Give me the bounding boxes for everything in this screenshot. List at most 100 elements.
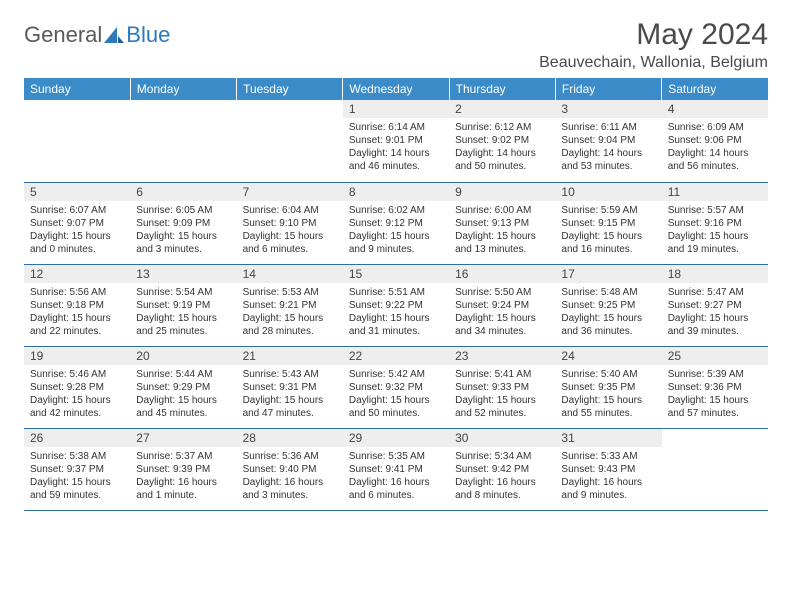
sunset-text: Sunset: 9:41 PM — [349, 463, 443, 476]
daylight-text: Daylight: 14 hours and 53 minutes. — [561, 147, 655, 173]
calendar-cell: 23Sunrise: 5:41 AMSunset: 9:33 PMDayligh… — [449, 346, 555, 428]
calendar-cell: 28Sunrise: 5:36 AMSunset: 9:40 PMDayligh… — [237, 428, 343, 510]
daylight-text: Daylight: 15 hours and 57 minutes. — [668, 394, 762, 420]
sunset-text: Sunset: 9:16 PM — [668, 217, 762, 230]
day-info: Sunrise: 5:56 AMSunset: 9:18 PMDaylight:… — [24, 283, 130, 342]
day-info: Sunrise: 6:07 AMSunset: 9:07 PMDaylight:… — [24, 201, 130, 260]
calendar-cell: 25Sunrise: 5:39 AMSunset: 9:36 PMDayligh… — [662, 346, 768, 428]
sunset-text: Sunset: 9:32 PM — [349, 381, 443, 394]
calendar-row: 19Sunrise: 5:46 AMSunset: 9:28 PMDayligh… — [24, 346, 768, 428]
logo-sail-icon — [104, 27, 124, 43]
calendar-cell: 26Sunrise: 5:38 AMSunset: 9:37 PMDayligh… — [24, 428, 130, 510]
calendar-cell: 2Sunrise: 6:12 AMSunset: 9:02 PMDaylight… — [449, 100, 555, 182]
calendar-cell: 20Sunrise: 5:44 AMSunset: 9:29 PMDayligh… — [130, 346, 236, 428]
sunrise-text: Sunrise: 5:51 AM — [349, 286, 443, 299]
day-number: 23 — [449, 347, 555, 365]
day-info: Sunrise: 5:44 AMSunset: 9:29 PMDaylight:… — [130, 365, 236, 424]
title-block: May 2024 Beauvechain, Wallonia, Belgium — [539, 18, 768, 72]
daylight-text: Daylight: 15 hours and 36 minutes. — [561, 312, 655, 338]
daylight-text: Daylight: 15 hours and 25 minutes. — [136, 312, 230, 338]
daylight-text: Daylight: 15 hours and 52 minutes. — [455, 394, 549, 420]
sunrise-text: Sunrise: 6:11 AM — [561, 121, 655, 134]
day-number: 8 — [343, 183, 449, 201]
calendar-cell: 21Sunrise: 5:43 AMSunset: 9:31 PMDayligh… — [237, 346, 343, 428]
calendar-cell: 24Sunrise: 5:40 AMSunset: 9:35 PMDayligh… — [555, 346, 661, 428]
sunset-text: Sunset: 9:29 PM — [136, 381, 230, 394]
day-info: Sunrise: 5:39 AMSunset: 9:36 PMDaylight:… — [662, 365, 768, 424]
sunset-text: Sunset: 9:22 PM — [349, 299, 443, 312]
sunset-text: Sunset: 9:28 PM — [30, 381, 124, 394]
sunset-text: Sunset: 9:12 PM — [349, 217, 443, 230]
day-number: 15 — [343, 265, 449, 283]
sunset-text: Sunset: 9:07 PM — [30, 217, 124, 230]
daylight-text: Daylight: 14 hours and 50 minutes. — [455, 147, 549, 173]
calendar-row: 5Sunrise: 6:07 AMSunset: 9:07 PMDaylight… — [24, 182, 768, 264]
daylight-text: Daylight: 16 hours and 8 minutes. — [455, 476, 549, 502]
calendar-cell: 7Sunrise: 6:04 AMSunset: 9:10 PMDaylight… — [237, 182, 343, 264]
calendar-body: 1Sunrise: 6:14 AMSunset: 9:01 PMDaylight… — [24, 100, 768, 510]
day-info: Sunrise: 5:48 AMSunset: 9:25 PMDaylight:… — [555, 283, 661, 342]
daylight-text: Daylight: 15 hours and 47 minutes. — [243, 394, 337, 420]
sunset-text: Sunset: 9:36 PM — [668, 381, 762, 394]
daylight-text: Daylight: 15 hours and 13 minutes. — [455, 230, 549, 256]
sunset-text: Sunset: 9:06 PM — [668, 134, 762, 147]
sunrise-text: Sunrise: 5:40 AM — [561, 368, 655, 381]
sunrise-text: Sunrise: 5:39 AM — [668, 368, 762, 381]
sunset-text: Sunset: 9:40 PM — [243, 463, 337, 476]
calendar-cell — [130, 100, 236, 182]
sunrise-text: Sunrise: 5:48 AM — [561, 286, 655, 299]
sunrise-text: Sunrise: 5:54 AM — [136, 286, 230, 299]
weekday-header: Sunday — [24, 78, 130, 100]
sunrise-text: Sunrise: 5:35 AM — [349, 450, 443, 463]
day-info: Sunrise: 6:02 AMSunset: 9:12 PMDaylight:… — [343, 201, 449, 260]
day-info: Sunrise: 5:43 AMSunset: 9:31 PMDaylight:… — [237, 365, 343, 424]
sunset-text: Sunset: 9:09 PM — [136, 217, 230, 230]
sunrise-text: Sunrise: 6:14 AM — [349, 121, 443, 134]
day-info: Sunrise: 5:47 AMSunset: 9:27 PMDaylight:… — [662, 283, 768, 342]
calendar-cell: 27Sunrise: 5:37 AMSunset: 9:39 PMDayligh… — [130, 428, 236, 510]
sunrise-text: Sunrise: 5:42 AM — [349, 368, 443, 381]
day-info: Sunrise: 6:05 AMSunset: 9:09 PMDaylight:… — [130, 201, 236, 260]
day-info: Sunrise: 5:36 AMSunset: 9:40 PMDaylight:… — [237, 447, 343, 506]
day-info: Sunrise: 5:34 AMSunset: 9:42 PMDaylight:… — [449, 447, 555, 506]
calendar-cell: 22Sunrise: 5:42 AMSunset: 9:32 PMDayligh… — [343, 346, 449, 428]
day-number: 11 — [662, 183, 768, 201]
sunset-text: Sunset: 9:15 PM — [561, 217, 655, 230]
calendar-cell: 6Sunrise: 6:05 AMSunset: 9:09 PMDaylight… — [130, 182, 236, 264]
day-info: Sunrise: 5:59 AMSunset: 9:15 PMDaylight:… — [555, 201, 661, 260]
sunrise-text: Sunrise: 6:00 AM — [455, 204, 549, 217]
weekday-header: Monday — [130, 78, 236, 100]
day-number: 20 — [130, 347, 236, 365]
day-info: Sunrise: 5:50 AMSunset: 9:24 PMDaylight:… — [449, 283, 555, 342]
daylight-text: Daylight: 15 hours and 31 minutes. — [349, 312, 443, 338]
sunset-text: Sunset: 9:19 PM — [136, 299, 230, 312]
calendar-row: 12Sunrise: 5:56 AMSunset: 9:18 PMDayligh… — [24, 264, 768, 346]
day-number: 3 — [555, 100, 661, 118]
day-info: Sunrise: 6:14 AMSunset: 9:01 PMDaylight:… — [343, 118, 449, 177]
daylight-text: Daylight: 15 hours and 34 minutes. — [455, 312, 549, 338]
day-number: 18 — [662, 265, 768, 283]
page-title: May 2024 — [539, 18, 768, 52]
calendar-cell — [662, 428, 768, 510]
calendar-cell: 17Sunrise: 5:48 AMSunset: 9:25 PMDayligh… — [555, 264, 661, 346]
daylight-text: Daylight: 16 hours and 9 minutes. — [561, 476, 655, 502]
day-info: Sunrise: 6:00 AMSunset: 9:13 PMDaylight:… — [449, 201, 555, 260]
daylight-text: Daylight: 15 hours and 22 minutes. — [30, 312, 124, 338]
calendar-head: Sunday Monday Tuesday Wednesday Thursday… — [24, 78, 768, 100]
sunset-text: Sunset: 9:39 PM — [136, 463, 230, 476]
sunrise-text: Sunrise: 5:47 AM — [668, 286, 762, 299]
day-number: 14 — [237, 265, 343, 283]
daylight-text: Daylight: 15 hours and 50 minutes. — [349, 394, 443, 420]
day-info: Sunrise: 5:51 AMSunset: 9:22 PMDaylight:… — [343, 283, 449, 342]
daylight-text: Daylight: 15 hours and 59 minutes. — [30, 476, 124, 502]
sunset-text: Sunset: 9:02 PM — [455, 134, 549, 147]
calendar-cell: 19Sunrise: 5:46 AMSunset: 9:28 PMDayligh… — [24, 346, 130, 428]
day-number: 7 — [237, 183, 343, 201]
calendar-cell: 11Sunrise: 5:57 AMSunset: 9:16 PMDayligh… — [662, 182, 768, 264]
daylight-text: Daylight: 15 hours and 6 minutes. — [243, 230, 337, 256]
calendar-row: 26Sunrise: 5:38 AMSunset: 9:37 PMDayligh… — [24, 428, 768, 510]
calendar-cell: 1Sunrise: 6:14 AMSunset: 9:01 PMDaylight… — [343, 100, 449, 182]
day-info: Sunrise: 6:09 AMSunset: 9:06 PMDaylight:… — [662, 118, 768, 177]
calendar-table: Sunday Monday Tuesday Wednesday Thursday… — [24, 78, 768, 511]
day-number: 28 — [237, 429, 343, 447]
